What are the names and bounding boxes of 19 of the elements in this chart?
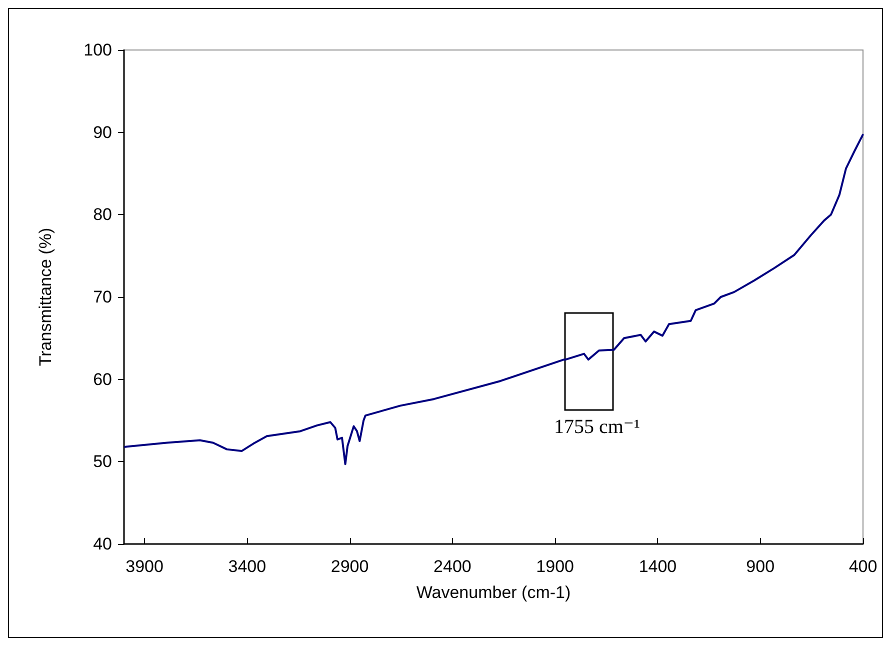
x-tick-label: 3400 [228,557,266,576]
y-tick-label: 40 [93,534,112,554]
x-tick-label: 1900 [536,557,574,576]
y-tick-label: 100 [84,40,112,60]
annotation: 1755 cm⁻¹ [554,416,640,438]
y-axis-title: Transmittance (%) [36,228,55,366]
y-tick-label: 70 [93,288,112,306]
x-tick-label: 2900 [330,557,369,576]
y-tick-label: 90 [93,122,112,142]
x-tick-label: 2400 [434,557,472,576]
y-tick-label: 80 [93,205,112,224]
y-tick-label: 50 [93,452,112,472]
x-tick-label: 3900 [126,557,164,576]
x-tick-label: 1400 [638,557,677,576]
x-axis-title: Wavenumber (cm-1) [416,583,571,602]
x-tick-label: 400 [848,557,878,576]
line-series [124,134,864,466]
x-tick-label: 900 [746,557,775,576]
y-tick-label: 60 [93,370,112,389]
